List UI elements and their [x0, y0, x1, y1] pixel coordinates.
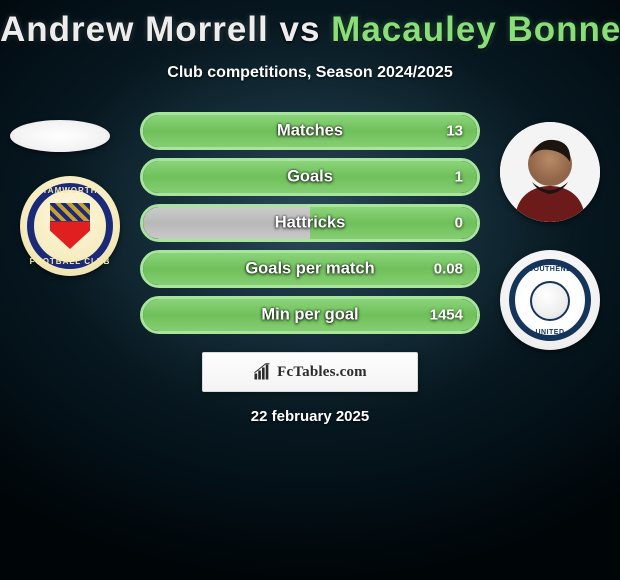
player2-name: Macauley Bonne	[331, 10, 620, 49]
stat-bar: Hattricks 0	[140, 204, 480, 242]
subtitle: Club competitions, Season 2024/2025	[0, 64, 620, 82]
date-label: 22 february 2025	[0, 408, 620, 425]
stats-panel: Matches 13 Goals 1 Hattricks 0 Goals per match…	[0, 112, 620, 334]
stat-bar: Goals 1	[140, 158, 480, 196]
stat-row: Hattricks 0	[0, 204, 620, 242]
page-title: Andrew Morrell vs Macauley Bonne	[0, 10, 620, 50]
stat-value-right: 13	[446, 123, 463, 140]
infographic-container: Andrew Morrell vs Macauley Bonne Club co…	[0, 0, 620, 580]
stat-row: Goals 1	[0, 158, 620, 196]
stat-row: Min per goal 1454	[0, 296, 620, 334]
vs-label: vs	[280, 10, 321, 49]
stat-label: Goals	[287, 168, 333, 187]
stat-value-right: 1	[455, 169, 463, 186]
player1-name: Andrew Morrell	[0, 10, 269, 49]
stat-row: Matches 13	[0, 112, 620, 150]
stat-value-right: 0.08	[434, 261, 463, 278]
brand-box: FcTables.com	[202, 352, 418, 392]
stat-bar: Matches 13	[140, 112, 480, 150]
stat-row: Goals per match 0.08	[0, 250, 620, 288]
stat-label: Hattricks	[275, 214, 346, 233]
stat-label: Min per goal	[261, 306, 358, 325]
stat-value-right: 1454	[430, 307, 463, 324]
barchart-icon	[253, 363, 271, 381]
brand-text: FcTables.com	[277, 364, 367, 381]
stat-bar: Goals per match 0.08	[140, 250, 480, 288]
stat-bar: Min per goal 1454	[140, 296, 480, 334]
stat-label: Matches	[277, 122, 343, 141]
stat-label: Goals per match	[245, 260, 374, 279]
stat-value-right: 0	[455, 215, 463, 232]
